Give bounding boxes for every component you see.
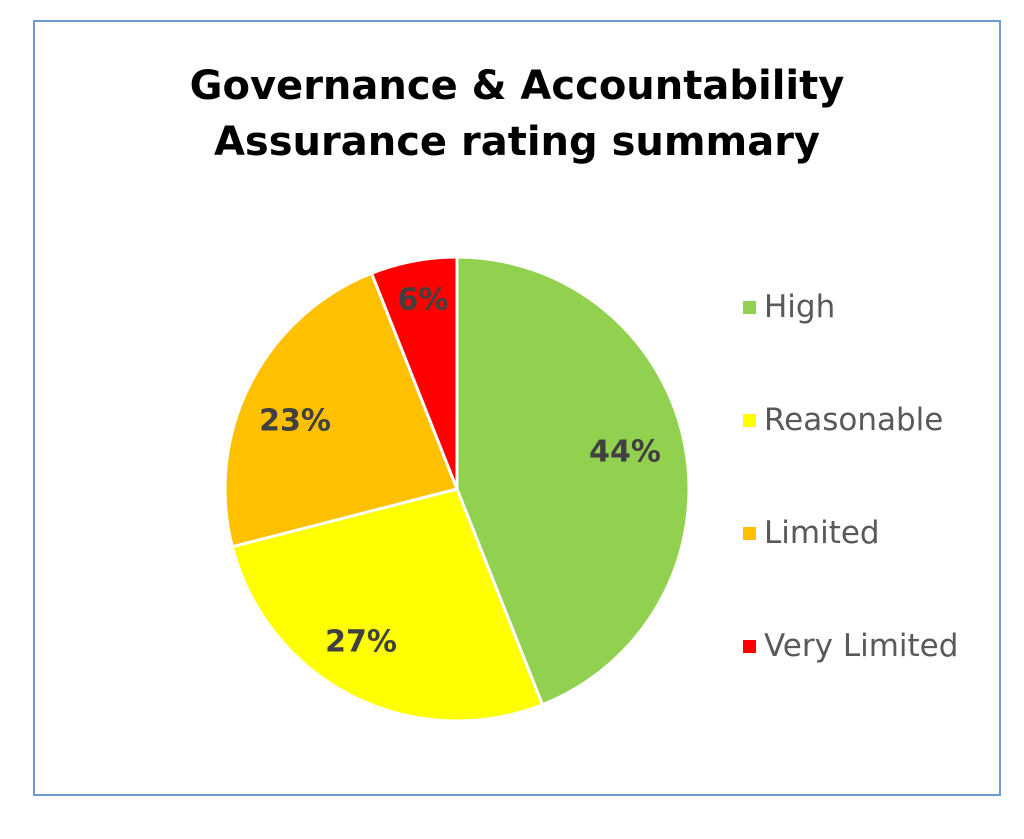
legend-swatch-limited (743, 526, 756, 540)
data-label-reasonable: 27% (325, 625, 397, 660)
legend-item-limited: Limited (743, 513, 880, 553)
data-label-high: 44% (589, 435, 661, 470)
legend-swatch-very-limited (743, 639, 756, 653)
data-label-very-limited: 6% (398, 283, 449, 318)
legend-label-very-limited: Very Limited (764, 628, 959, 664)
legend-swatch-high (743, 300, 756, 314)
legend-label-reasonable: Reasonable (764, 402, 944, 438)
chart-title-line-2: Assurance rating summary (213, 119, 821, 165)
pie-slice-high (455, 255, 691, 707)
chart-title: Governance & Accountability Assurance ra… (35, 58, 999, 170)
pie-slice-very-limited (370, 255, 459, 491)
data-label-limited: 23% (259, 404, 331, 439)
legend-item-high: High (743, 287, 835, 327)
legend-label-high: High (764, 289, 836, 325)
legend-label-limited: Limited (764, 515, 880, 551)
chart-title-line-1: Governance & Accountability (189, 63, 845, 109)
legend-item-very-limited: Very Limited (743, 626, 958, 666)
pie-slice-reasonable (230, 487, 544, 723)
legend-swatch-reasonable (743, 413, 756, 427)
pie-slice-limited (223, 271, 459, 549)
legend-item-reasonable: Reasonable (743, 400, 943, 440)
